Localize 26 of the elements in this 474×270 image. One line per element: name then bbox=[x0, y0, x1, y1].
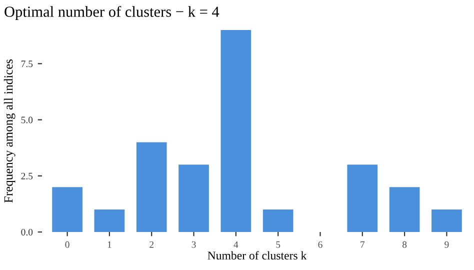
bar bbox=[432, 210, 462, 232]
y-axis-title: Frequency among all indices bbox=[4, 59, 16, 203]
x-tick-label: 4 bbox=[234, 241, 238, 248]
y-tick-label: 2.5 bbox=[21, 172, 33, 180]
x-tick-label: 9 bbox=[444, 241, 449, 248]
bar bbox=[136, 142, 167, 232]
x-tick-label: 8 bbox=[402, 241, 407, 248]
bar bbox=[52, 187, 82, 232]
y-tick-label: 7.5 bbox=[21, 60, 33, 68]
bar bbox=[389, 187, 420, 232]
y-tick-label: 5.0 bbox=[21, 116, 33, 124]
x-axis-title: Number of clusters k bbox=[208, 251, 307, 260]
bar bbox=[347, 164, 378, 232]
bar bbox=[262, 210, 294, 232]
bar bbox=[94, 210, 125, 232]
y-tick-label: 0.0 bbox=[21, 228, 33, 236]
x-tick-label: 1 bbox=[108, 241, 112, 248]
bar bbox=[220, 30, 252, 232]
x-tick-label: 2 bbox=[150, 241, 154, 248]
x-tick-label: 6 bbox=[318, 241, 322, 248]
x-tick-label: 7 bbox=[360, 241, 365, 248]
chart-title: Optimal number of clusters − k = 4 bbox=[4, 6, 220, 20]
bar bbox=[178, 164, 209, 232]
x-tick-label: 5 bbox=[276, 241, 280, 248]
x-tick-label: 3 bbox=[192, 241, 196, 248]
x-tick-label: 0 bbox=[65, 241, 70, 248]
